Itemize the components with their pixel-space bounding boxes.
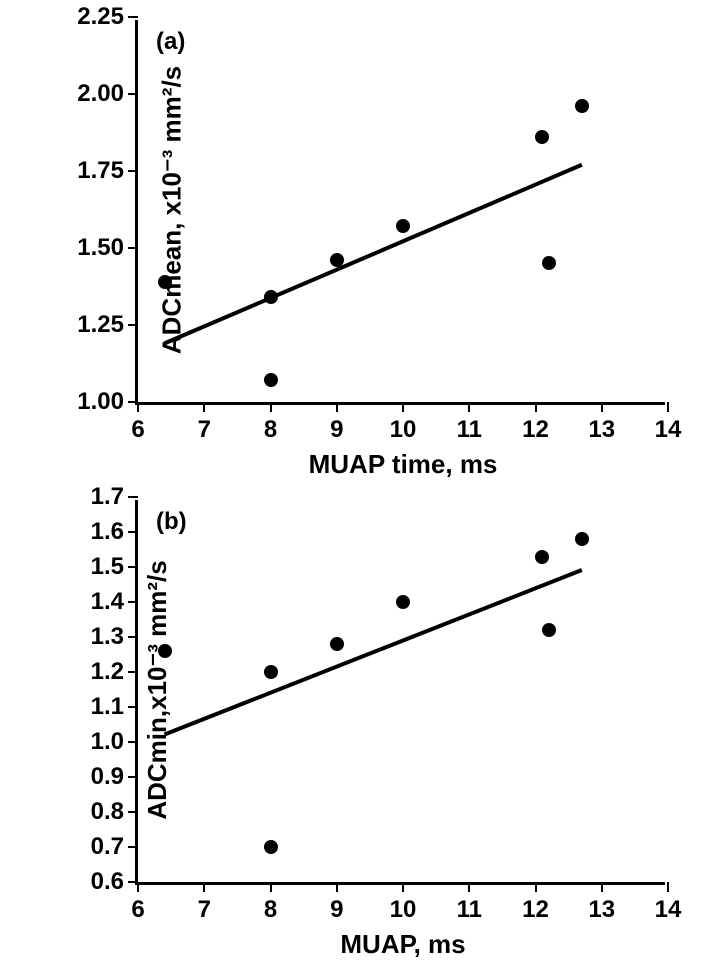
y-tick [128, 496, 138, 498]
data-point [535, 550, 549, 564]
y-tick [128, 881, 138, 883]
chart-b: 6 7 8 9 10 11 12 13 14 0.6 0.7 0.8 0.9 1.0 1.1 1.2 1.3 1.… [0, 0, 709, 974]
x-tick-label: 12 [522, 896, 549, 924]
y-tick [128, 776, 138, 778]
y-tick [128, 636, 138, 638]
data-point [330, 637, 344, 651]
y-tick [128, 671, 138, 673]
x-tick-label: 14 [655, 896, 682, 924]
panel-b-y-axis-label: ADCmin,x10⁻³ mm²/s [142, 560, 173, 819]
x-tick-label: 10 [390, 896, 417, 924]
data-point [542, 623, 556, 637]
y-tick-label: 1.1 [91, 693, 124, 721]
y-tick-label: 1.4 [91, 588, 124, 616]
y-tick-label: 0.7 [91, 833, 124, 861]
y-tick [128, 566, 138, 568]
y-tick-label: 1.6 [91, 518, 124, 546]
data-point [575, 532, 589, 546]
panel-b-x-axis-label: MUAP, ms [340, 929, 465, 960]
data-point [396, 595, 410, 609]
y-tick-label: 1.2 [91, 658, 124, 686]
y-tick-label: 0.9 [91, 763, 124, 791]
y-tick-label: 1.7 [91, 483, 124, 511]
y-tick [128, 706, 138, 708]
panel-b-panel-label: (b) [156, 508, 187, 536]
y-tick-label: 1.0 [91, 728, 124, 756]
x-tick-label: 13 [588, 896, 615, 924]
y-tick-label: 0.8 [91, 798, 124, 826]
y-tick-label: 1.5 [91, 553, 124, 581]
panel-b-trend-line [138, 500, 668, 885]
y-tick [128, 601, 138, 603]
y-tick [128, 531, 138, 533]
y-tick-label: 0.6 [91, 868, 124, 896]
data-point [264, 840, 278, 854]
panel-b-plot-area: 678910111213140.60.70.80.91.01.11.21.31.… [135, 500, 665, 885]
y-tick [128, 741, 138, 743]
x-tick-label: 11 [457, 896, 482, 924]
data-point [264, 665, 278, 679]
x-tick-label: 8 [264, 896, 277, 924]
x-tick-label: 7 [198, 896, 211, 924]
x-tick-label: 9 [330, 896, 343, 924]
y-tick-label: 1.3 [91, 623, 124, 651]
y-tick [128, 846, 138, 848]
x-tick-label: 6 [131, 896, 144, 924]
y-tick [128, 811, 138, 813]
